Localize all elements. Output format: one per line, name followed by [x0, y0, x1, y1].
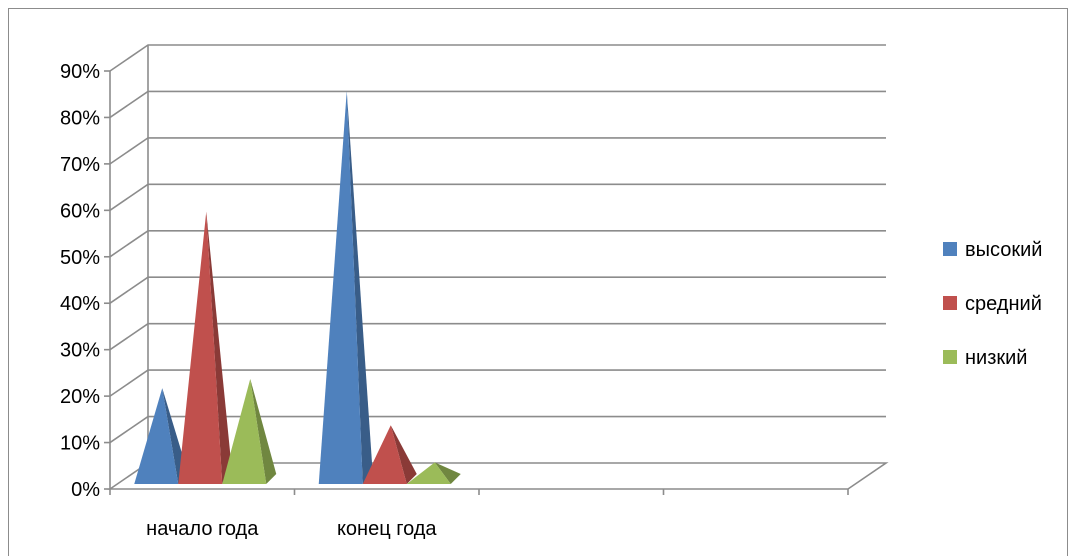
pyramid-side-face: [206, 211, 233, 484]
y-tick-label: 60%: [60, 200, 100, 222]
gridline: [109, 44, 886, 72]
gridlines: [107, 44, 889, 490]
y-tick-label: 80%: [60, 107, 100, 129]
gridline: [109, 229, 886, 258]
gridline: [109, 137, 886, 165]
x-category-label: начало года: [146, 518, 259, 540]
pyramid-front-face: [178, 211, 223, 484]
data-pyramids: [134, 90, 461, 484]
y-tick-label: 70%: [60, 154, 100, 176]
pyramid-средний-конец года: [362, 425, 417, 484]
y-axis-ticks: 0% 10% 20% 30% 40% 50% 60% 70% 80% 90%: [60, 61, 100, 501]
legend-swatch: [943, 242, 957, 256]
y-tick-label: 20%: [60, 386, 100, 408]
gridline: [109, 415, 886, 444]
gridline: [109, 322, 886, 351]
y-tick-label: 10%: [60, 433, 100, 455]
legend-label: низкий: [965, 347, 1027, 369]
pyramid-side-face: [250, 378, 277, 484]
pyramid-side-face: [346, 90, 373, 484]
gridline: [109, 369, 886, 397]
pyramid-высокий-конец года: [318, 90, 373, 484]
pyramid-front-face: [362, 425, 407, 484]
axes: [104, 70, 849, 495]
pyramid-front-face: [222, 378, 267, 484]
x-axis-categories: начало года конец года: [146, 518, 437, 540]
pyramid-front-face: [406, 462, 451, 484]
y-tick-label: 90%: [60, 61, 100, 83]
gridline: [109, 276, 886, 304]
pyramid-низкий-конец года: [406, 462, 461, 484]
y-tick-label: 50%: [60, 247, 100, 269]
y-tick-label: 30%: [60, 340, 100, 362]
y-tick-label: 0%: [71, 479, 100, 501]
pyramid-side-face: [390, 425, 417, 484]
legend-label: высокий: [965, 239, 1042, 261]
pyramid-средний-начало года: [178, 211, 233, 484]
legend: высокий средний низкий: [943, 239, 1042, 369]
gridline: [109, 90, 886, 119]
pyramid-front-face: [134, 388, 179, 484]
gridline: [109, 183, 886, 211]
legend-swatch: [943, 296, 957, 310]
y-tick-label: 40%: [60, 293, 100, 315]
legend-label: средний: [965, 293, 1042, 315]
chart-floor: [107, 462, 889, 490]
x-category-label: конец года: [337, 518, 437, 540]
legend-swatch: [943, 350, 957, 364]
pyramid-низкий-начало года: [222, 378, 277, 484]
pyramid-front-face: [318, 90, 363, 484]
pyramid-side-face: [434, 462, 461, 484]
